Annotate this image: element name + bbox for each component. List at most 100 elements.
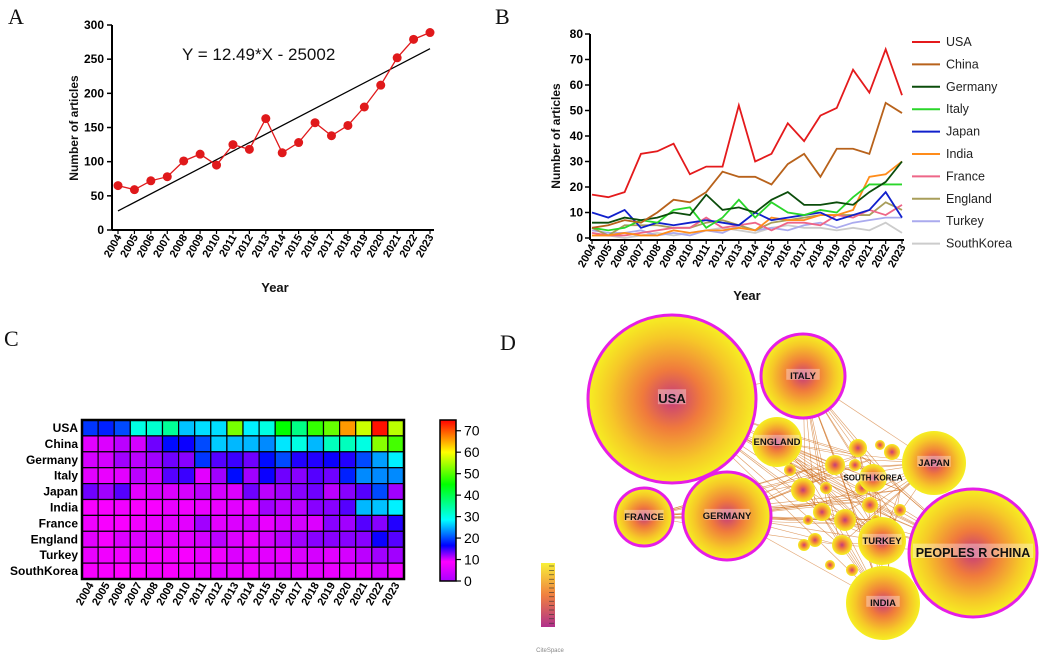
heatmap-cell — [339, 562, 357, 580]
panel-a-point — [310, 118, 320, 128]
heatmap-cell — [97, 483, 115, 501]
heatmap-cell — [81, 546, 99, 564]
heatmap-cell — [194, 435, 212, 453]
panel-a-axes: 0501001502002503002004200520062007200820… — [84, 18, 437, 260]
heatmap-cell — [226, 419, 244, 437]
panel-a-ytick-label: 100 — [84, 155, 104, 169]
heatmap-cell — [242, 467, 260, 485]
heatmap-cell — [210, 467, 228, 485]
colorbar-tick-label: 50 — [464, 466, 480, 482]
heatmap-row-label: Turkey — [40, 548, 79, 562]
heatmap-cell — [145, 562, 164, 580]
network-small-node — [849, 439, 867, 457]
network-label-bg — [862, 533, 902, 545]
heatmap-cell — [113, 530, 131, 548]
heatmap-cell — [290, 546, 308, 564]
heatmap-cell — [387, 451, 405, 469]
network-node-label: SOUTH KOREA — [843, 473, 902, 482]
network-label-bg — [704, 508, 750, 520]
panel-a-point — [261, 114, 271, 124]
heatmap-cell — [129, 530, 148, 548]
panel-a-point — [244, 144, 254, 154]
heatmap-cell — [81, 483, 99, 501]
heatmap-cell — [387, 562, 405, 580]
heatmap-cell — [322, 467, 341, 485]
network-node-label: GERMANY — [703, 511, 752, 522]
heatmap-cell — [339, 451, 357, 469]
heatmap-cell — [113, 483, 131, 501]
heatmap-row-label: India — [50, 500, 78, 514]
heatmap-cell — [194, 467, 212, 485]
heatmap-cell — [387, 419, 405, 437]
colorbar-gradient — [439, 419, 457, 582]
heatmap-cell — [306, 562, 325, 580]
heatmap-cell — [194, 546, 212, 564]
panel-a-xlabel: Year — [261, 280, 288, 295]
heatmap-cell — [97, 451, 115, 469]
heatmap-cell — [226, 467, 244, 485]
network-small-node — [832, 535, 852, 555]
heatmap-cell — [306, 467, 325, 485]
heatmap-cell — [290, 451, 308, 469]
heatmap-cell — [371, 530, 389, 548]
heatmap-cell — [210, 483, 228, 501]
heatmap-cell — [210, 435, 228, 453]
panel-letter-c: C — [4, 326, 19, 351]
heatmap-cell — [306, 514, 325, 532]
heatmap-cell — [226, 546, 244, 564]
network-small-node — [798, 539, 810, 551]
heatmap-cell — [178, 435, 196, 453]
panel-c-colorbar: 0 10 20 30 40 50 60 70 — [439, 419, 480, 589]
network-node: ENGLAND — [752, 417, 802, 467]
heatmap-cell — [145, 467, 164, 485]
heatmap-cell — [258, 483, 276, 501]
network-nodes: USA PEOPLES R CHINA GERMANY ITALY FRANCE ENGL… — [586, 313, 1039, 640]
panel-b-xtick-label: 2023 — [886, 243, 909, 270]
heatmap-cell — [81, 530, 99, 548]
heatmap-cell — [145, 514, 164, 532]
panel-a-point — [277, 148, 287, 158]
heatmap-cell — [81, 514, 99, 532]
network-node-circle — [858, 517, 906, 565]
panel-a-point — [162, 172, 172, 182]
heatmap-row-label: England — [31, 532, 78, 546]
heatmap-cell — [274, 530, 292, 548]
panel-b-ytick-label: 50 — [570, 104, 584, 118]
panel-a-point — [228, 140, 238, 150]
heatmap-cell — [371, 483, 389, 501]
heatmap-cell — [242, 546, 260, 564]
heatmap-cell — [161, 562, 180, 580]
network-small-node — [834, 509, 856, 531]
network-node: GERMANY — [681, 470, 773, 562]
heatmap-cell — [210, 530, 228, 548]
heatmap-cell — [97, 530, 115, 548]
panel-a-ytick-label: 150 — [84, 121, 104, 135]
heatmap-cell — [81, 419, 99, 437]
panel-b-ytick-label: 80 — [570, 27, 584, 41]
network-small-node — [808, 533, 822, 547]
heatmap-cell — [355, 498, 373, 516]
panel-a-point — [376, 80, 386, 90]
panel-b-axes: 0102030405060708020042005200620072008200… — [570, 27, 909, 270]
network-small-node — [875, 440, 885, 450]
network-node-circle — [859, 464, 887, 492]
network-node-label: TURKEY — [862, 536, 902, 547]
panel-a-point — [425, 28, 435, 38]
heatmap-cell — [145, 435, 164, 453]
heatmap-cell — [194, 483, 212, 501]
network-node-label: JAPAN — [918, 458, 950, 469]
heatmap-cell — [145, 546, 164, 564]
heatmap-cell — [113, 451, 131, 469]
network-node-label: INDIA — [870, 598, 896, 609]
panel-a-point — [343, 120, 353, 130]
heatmap-cell — [274, 514, 292, 532]
heatmap-cell — [258, 562, 276, 580]
heatmap-cell — [210, 514, 228, 532]
heatmap-cell — [322, 419, 341, 437]
heatmap-cell — [226, 562, 244, 580]
citespace-gradient-bar — [541, 563, 555, 627]
panel-a-point — [146, 176, 156, 186]
panel-a-point — [113, 181, 123, 191]
heatmap-cell — [322, 483, 341, 501]
network-small-node — [803, 515, 813, 525]
